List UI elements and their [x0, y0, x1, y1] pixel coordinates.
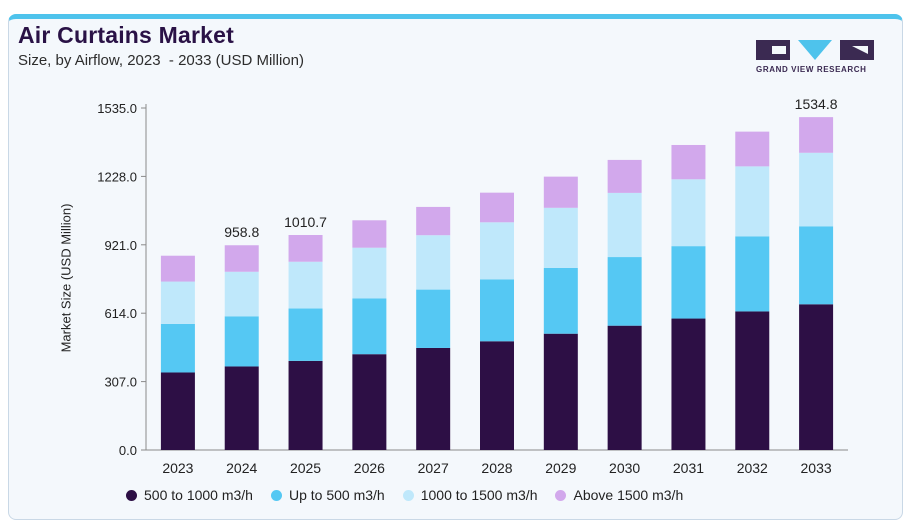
bar-segment [480, 222, 514, 280]
legend-item: 500 to 1000 m3/h [126, 487, 253, 503]
x-tick-label: 2031 [673, 460, 704, 476]
x-tick-label: 2025 [290, 460, 321, 476]
bar-segment [160, 281, 195, 324]
bar-segment [416, 347, 451, 450]
bar-segment [671, 144, 706, 180]
x-tick-label: 2033 [801, 460, 832, 476]
y-tick-label: 921.0 [104, 238, 137, 253]
legend-item: Above 1500 m3/h [555, 487, 683, 503]
chart-subtitle: Size, by Airflow, 2023 - 2033 (USD Milli… [18, 52, 304, 69]
legend-label: Up to 500 m3/h [288, 487, 385, 503]
bar-segment [224, 271, 259, 317]
bar-segment [543, 176, 578, 208]
bar-segment [799, 304, 834, 450]
data-label: 1010.7 [284, 214, 327, 230]
bar-segment [224, 316, 259, 367]
legend-item: 1000 to 1500 m3/h [402, 487, 538, 503]
x-tick-label: 2032 [737, 460, 768, 476]
bar-segment [735, 166, 770, 237]
y-tick-label: 614.0 [104, 306, 137, 321]
bar-segment [799, 226, 834, 305]
bar-segment [607, 257, 642, 326]
bar-segment [352, 298, 387, 355]
bar-segment [288, 234, 323, 262]
x-tick-label: 2030 [609, 460, 640, 476]
x-tick-label: 2027 [418, 460, 449, 476]
bar-segment [735, 311, 770, 450]
bar-segment [288, 308, 323, 361]
bar-segment [416, 206, 451, 236]
bar-segment [735, 131, 770, 167]
legend-item: Up to 500 m3/h [270, 487, 385, 503]
legend-swatch-icon [270, 489, 282, 501]
bar-segment [352, 354, 387, 450]
bar-segment [352, 247, 387, 299]
bar-segment [735, 236, 770, 312]
legend-swatch-icon [126, 489, 137, 501]
legend-swatch-icon [555, 489, 567, 501]
bar-segment [543, 333, 578, 450]
data-label: 1534.8 [795, 96, 838, 112]
legend-label: 500 to 1000 m3/h [144, 487, 253, 503]
bar-segment [416, 289, 451, 348]
data-label: 958.8 [224, 224, 259, 240]
y-tick-label: 1535.0 [97, 101, 137, 116]
legend-label: Above 1500 m3/h [573, 487, 684, 503]
bar-segment [799, 117, 834, 153]
bar-segment [799, 152, 834, 227]
chart-title: Air Curtains Market [18, 22, 234, 48]
bar-segment [607, 159, 642, 193]
bar-segment [224, 366, 259, 450]
bar-segment [607, 325, 642, 450]
bar-segment [288, 360, 323, 450]
bar-segment [671, 179, 706, 247]
bar-segment [671, 318, 706, 450]
x-tick-label: 2024 [226, 460, 257, 476]
x-tick-label: 2028 [481, 460, 512, 476]
y-tick-label: 307.0 [104, 375, 137, 390]
bar-segment [288, 261, 323, 309]
y-tick-label: 0.0 [119, 443, 137, 458]
bar-segment [480, 279, 514, 342]
bar-segment [352, 220, 387, 248]
bar-segment [416, 235, 451, 290]
x-tick-label: 2023 [162, 460, 193, 476]
bar-segment [160, 372, 195, 450]
bar-segment [671, 246, 706, 319]
bar-segment [480, 341, 514, 450]
y-tick-label: 1228.0 [97, 169, 137, 184]
x-tick-label: 2029 [545, 460, 576, 476]
grand-view-research-logo-icon [756, 40, 874, 60]
bar-segment [160, 255, 195, 282]
legend-swatch-icon [402, 489, 414, 501]
bar-segment [160, 323, 195, 373]
bar-segment [480, 192, 514, 223]
bar-segment [543, 207, 578, 268]
bar-segment [543, 267, 578, 334]
x-tick-label: 2026 [354, 460, 385, 476]
bar-segment [224, 245, 259, 272]
chart-legend: 500 to 1000 m3/h Up to 500 m3/h 1000 to … [126, 487, 683, 503]
logo-wordmark: GRAND VIEW RESEARCH [756, 65, 867, 74]
legend-label: 1000 to 1500 m3/h [420, 487, 538, 503]
bar-segment [607, 192, 642, 258]
